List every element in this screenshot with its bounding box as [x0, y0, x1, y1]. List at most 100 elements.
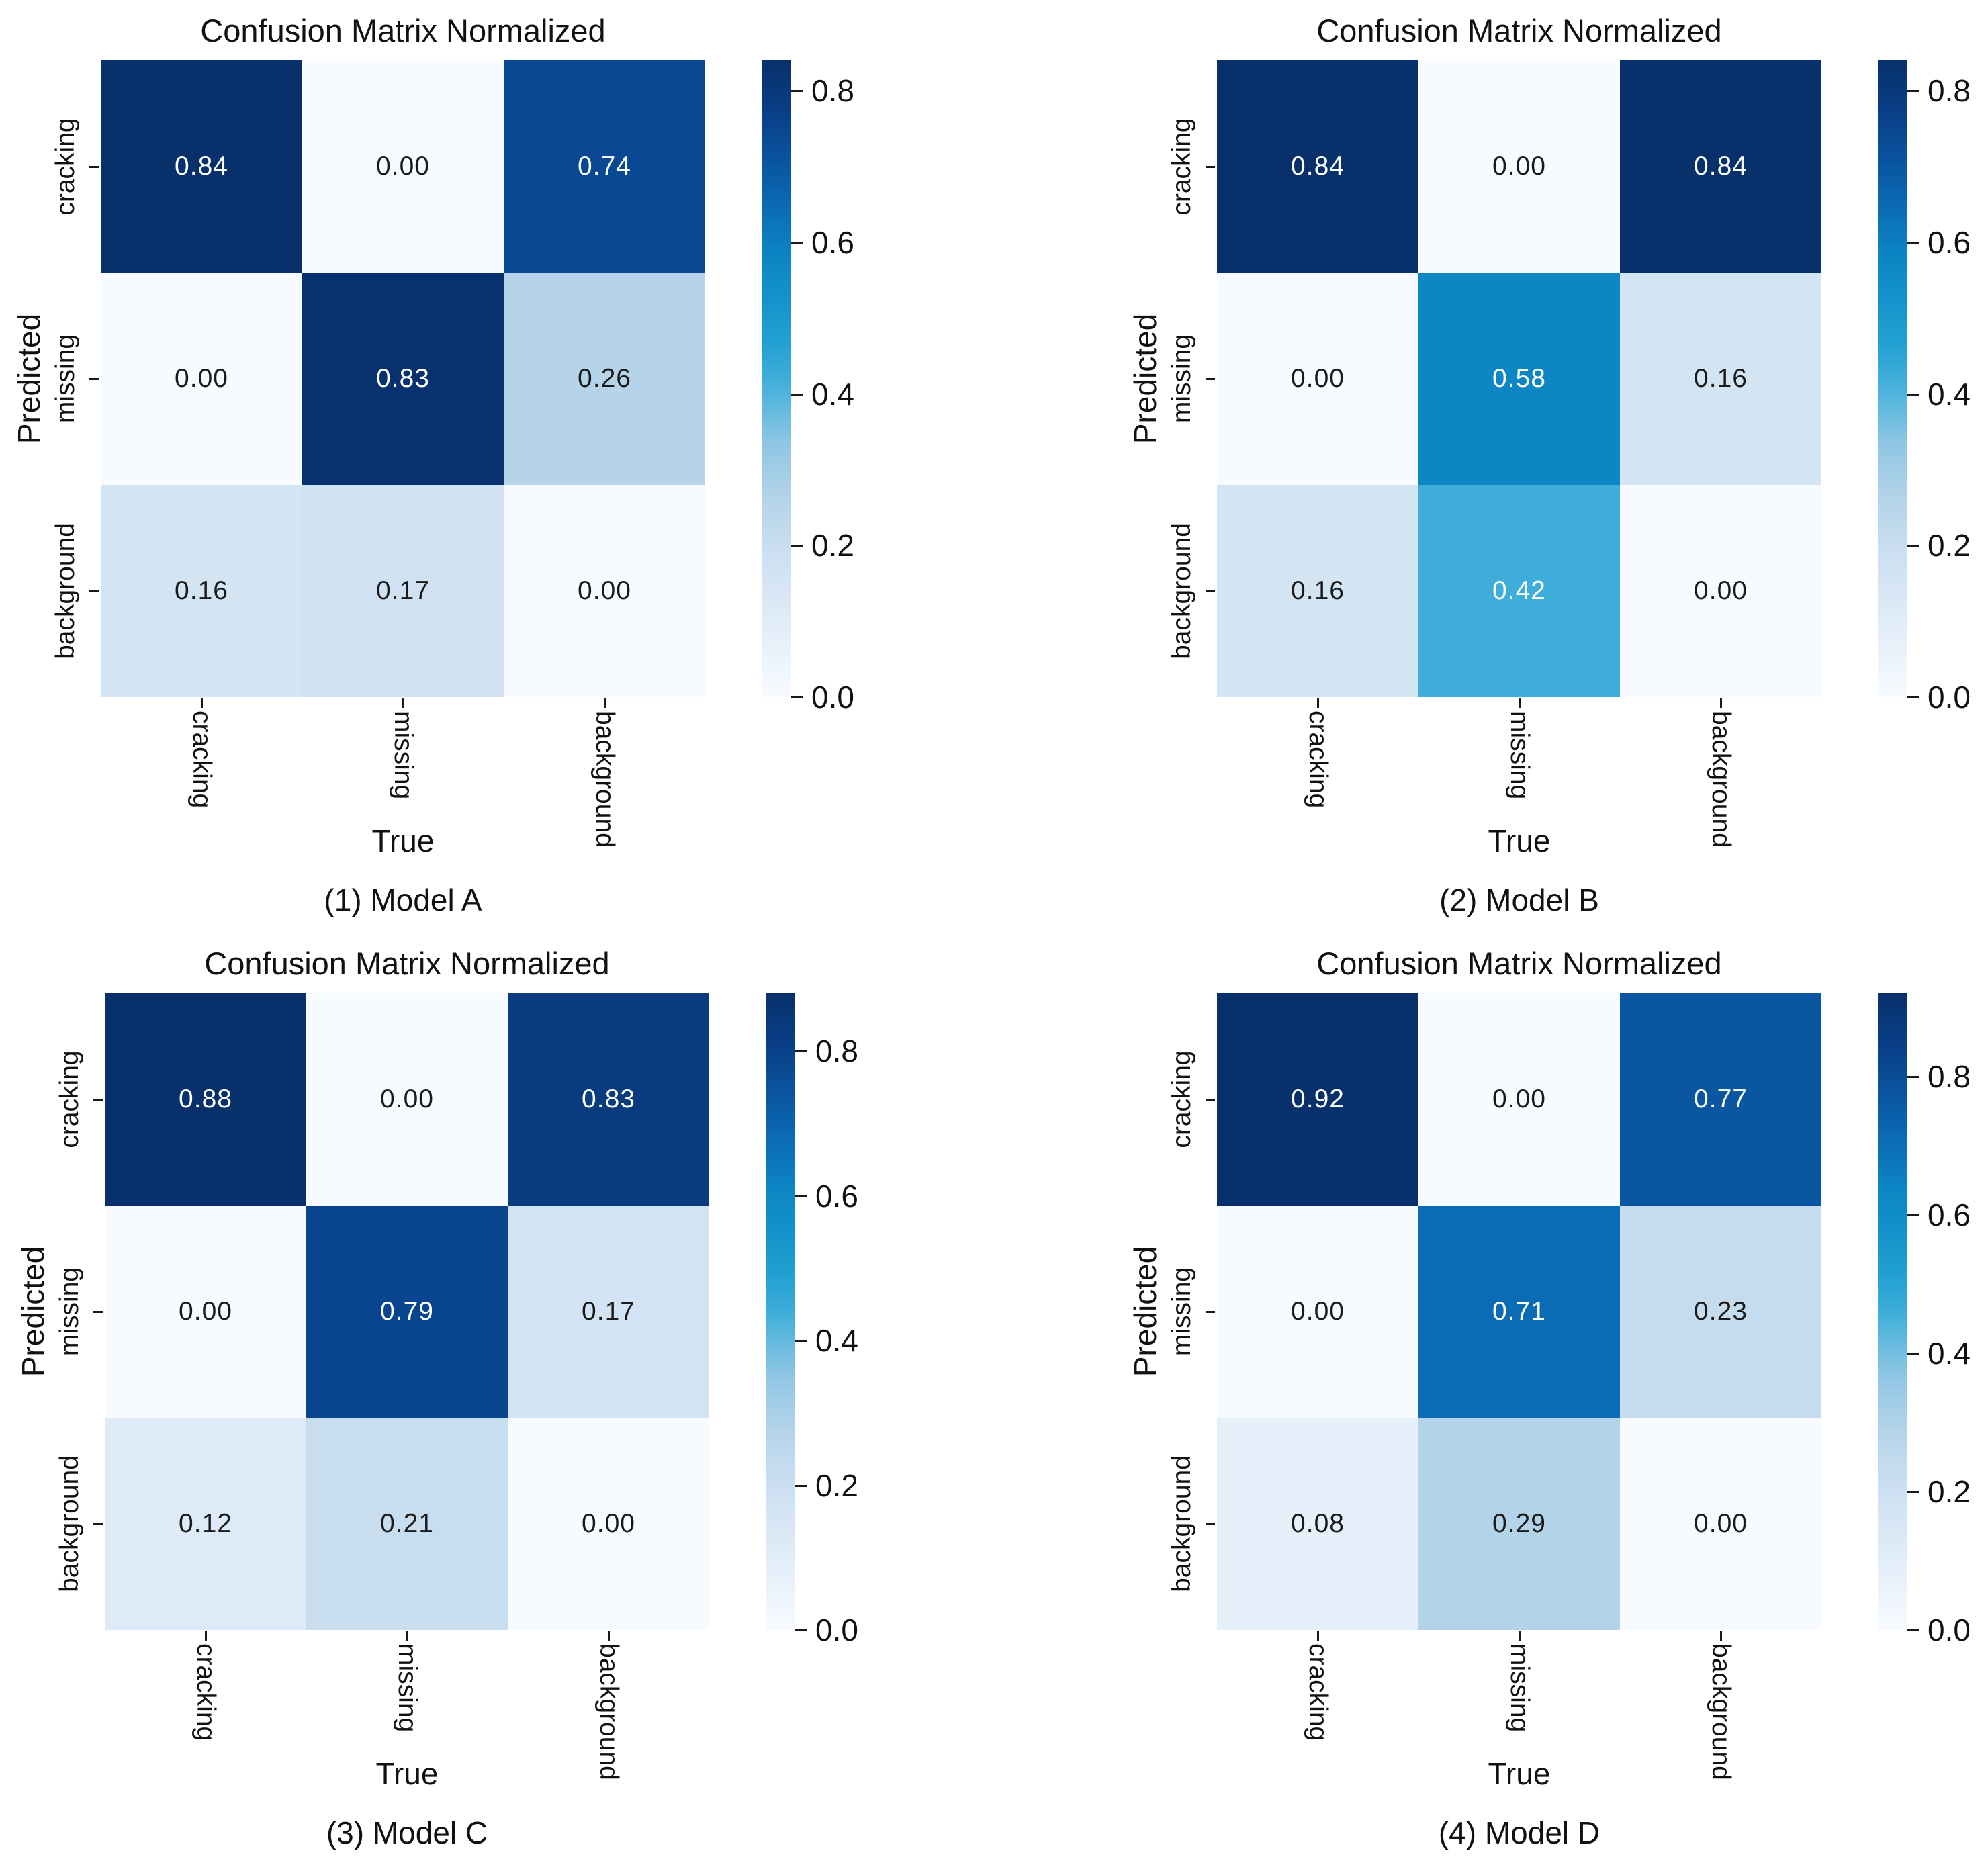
- cell-value: 0.00: [1694, 1509, 1748, 1538]
- panel-model-a: Confusion Matrix Normalized 0.84 0.00 0.74 0…: [0, 0, 994, 932]
- colorbar-tick-label: 0.4: [1928, 1335, 1971, 1371]
- colorbar: [762, 60, 791, 697]
- x-tick-mark: [608, 1631, 610, 1641]
- heatmap-grid: 0.88 0.00 0.83 0.00 0.79 0.17 0.12 0.21 0.00: [105, 993, 709, 1630]
- heatmap-cell: 0.26: [504, 273, 705, 485]
- colorbar-tick-mark: [795, 1195, 807, 1197]
- cell-value: 0.83: [582, 1085, 635, 1113]
- colorbar-tick-mark: [791, 393, 803, 396]
- colorbar-tick-mark: [1907, 1214, 1919, 1216]
- y-tick-label: missing: [1167, 334, 1196, 424]
- cell-value: 0.16: [1291, 576, 1345, 605]
- heatmap-cell: 0.17: [302, 485, 504, 697]
- heatmap-cell: 0.00: [1217, 273, 1418, 485]
- heatmap-cell: 0.08: [1217, 1418, 1418, 1630]
- heatmap-cell: 0.00: [302, 60, 504, 273]
- colorbar-tick-label: 0.2: [1928, 528, 1971, 563]
- y-tick-label: cracking: [1167, 1050, 1196, 1148]
- cell-value: 0.00: [1492, 1085, 1546, 1113]
- panel-model-b: Confusion Matrix Normalized 0.84 0.00 0.84 0…: [994, 0, 1988, 932]
- colorbar-tick-label: 0.8: [811, 73, 854, 109]
- chart-title: Confusion Matrix Normalized: [1316, 13, 1722, 48]
- y-tick-label: cracking: [51, 118, 80, 216]
- y-tick-label: background: [1167, 1455, 1196, 1592]
- colorbar-tick-mark: [1907, 90, 1919, 93]
- heatmap-cell: 0.00: [1418, 993, 1620, 1206]
- colorbar-tick-mark: [791, 545, 803, 547]
- heatmap-cell: 0.92: [1217, 993, 1418, 1206]
- x-axis-label: True: [371, 823, 435, 858]
- x-tick-mark: [604, 698, 606, 708]
- cell-value: 0.17: [376, 576, 430, 605]
- cell-value: 0.83: [376, 364, 430, 393]
- x-tick-mark: [1519, 1631, 1521, 1641]
- heatmap-cell: 0.00: [1620, 485, 1821, 697]
- x-tick-label: background: [594, 1643, 623, 1780]
- y-tick-mark: [1206, 1099, 1215, 1101]
- heatmap-cell: 0.12: [105, 1418, 306, 1630]
- y-tick-label: background: [1167, 522, 1196, 659]
- y-tick-label: missing: [1167, 1267, 1196, 1357]
- colorbar-tick-label: 0.8: [815, 1034, 858, 1069]
- colorbar-tick-label: 0.0: [811, 680, 854, 715]
- heatmap-cell: 0.79: [306, 1206, 508, 1418]
- colorbar-tick-mark: [1907, 241, 1919, 244]
- colorbar-tick-label: 0.2: [815, 1467, 858, 1503]
- y-tick-label: cracking: [1167, 118, 1196, 216]
- cell-value: 0.79: [380, 1297, 434, 1326]
- cell-value: 0.12: [179, 1509, 232, 1538]
- chart-title: Confusion Matrix Normalized: [1316, 946, 1722, 981]
- x-tick-mark: [205, 1631, 207, 1641]
- heatmap-cell: 0.21: [306, 1418, 508, 1630]
- heatmap-cell: 0.16: [1620, 273, 1821, 485]
- heatmap-cell: 0.58: [1418, 273, 1620, 485]
- heatmap-cell: 0.00: [101, 273, 302, 485]
- colorbar-tick-label: 0.2: [811, 528, 854, 563]
- y-tick-mark: [1206, 1311, 1215, 1313]
- colorbar-tick-label: 0.4: [1928, 376, 1971, 412]
- panel-caption: (3) Model C: [326, 1815, 488, 1850]
- cell-value: 0.00: [380, 1085, 434, 1113]
- y-axis-label: Predicted: [1128, 313, 1163, 445]
- heatmap-cell: 0.77: [1620, 993, 1821, 1206]
- x-tick-label: background: [1707, 1643, 1735, 1780]
- heatmap-cell: 0.16: [101, 485, 302, 697]
- x-tick-label: background: [590, 711, 619, 848]
- cell-value: 0.92: [1291, 1085, 1345, 1113]
- cell-value: 0.77: [1694, 1085, 1748, 1113]
- heatmap-cell: 0.00: [1418, 60, 1620, 273]
- cell-value: 0.00: [1291, 1297, 1345, 1326]
- x-axis-label: True: [1488, 1756, 1551, 1791]
- y-tick-mark: [89, 378, 99, 380]
- cell-value: 0.00: [179, 1297, 232, 1326]
- cell-value: 0.00: [175, 364, 228, 393]
- x-axis-label: True: [1488, 823, 1551, 858]
- panel-caption: (1) Model A: [324, 882, 482, 917]
- x-tick-mark: [402, 698, 404, 708]
- colorbar-tick-label: 0.0: [815, 1612, 858, 1647]
- cell-value: 0.16: [175, 576, 228, 605]
- colorbar-tick-mark: [795, 1050, 807, 1053]
- cell-value: 0.00: [1291, 364, 1345, 393]
- chart-title: Confusion Matrix Normalized: [204, 946, 610, 981]
- heatmap-cell: 0.29: [1418, 1418, 1620, 1630]
- colorbar: [1878, 993, 1907, 1630]
- x-tick-label: missing: [1505, 1643, 1534, 1733]
- heatmap-cell: 0.00: [105, 1206, 306, 1418]
- heatmap-grid: 0.84 0.00 0.74 0.00 0.83 0.26 0.16 0.17 0.00: [101, 60, 705, 697]
- y-axis-label: Predicted: [15, 1246, 50, 1377]
- panel-caption: (2) Model B: [1439, 882, 1599, 917]
- heatmap-cell: 0.88: [105, 993, 306, 1206]
- colorbar-tick-label: 0.0: [1928, 1612, 1971, 1647]
- x-tick-label: missing: [393, 1643, 422, 1733]
- colorbar-tick-label: 0.4: [815, 1323, 858, 1359]
- colorbar-tick-mark: [1907, 393, 1919, 396]
- y-tick-mark: [1206, 166, 1215, 168]
- cell-value: 0.17: [582, 1297, 635, 1326]
- heatmap-cell: 0.17: [508, 1206, 709, 1418]
- cell-value: 0.71: [1492, 1297, 1546, 1326]
- colorbar: [1878, 60, 1907, 697]
- heatmap-cell: 0.84: [101, 60, 302, 273]
- cell-value: 0.00: [376, 152, 430, 181]
